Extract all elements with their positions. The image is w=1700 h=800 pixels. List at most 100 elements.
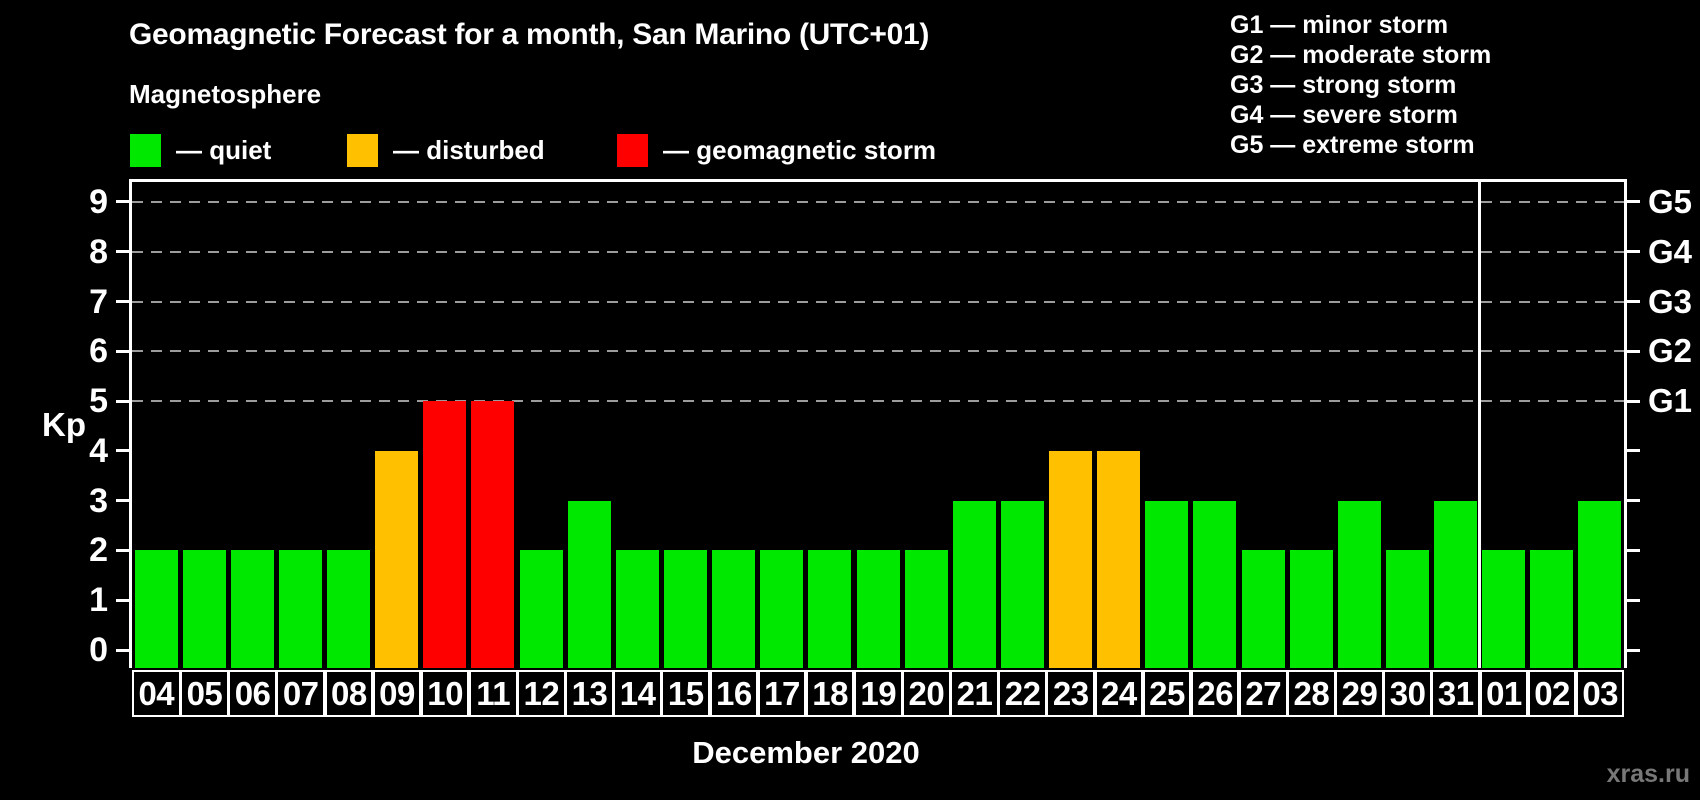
quiet-color-swatch: [130, 133, 161, 167]
chart-title: Geomagnetic Forecast for a month, San Ma…: [129, 18, 930, 51]
watermark: xras.ru: [1606, 760, 1690, 788]
bar-day-08: [327, 550, 371, 668]
y-tick-label-4: 4: [89, 431, 108, 470]
bar-day-05: [182, 550, 226, 668]
legend-item-disturbed: — disturbed: [347, 133, 545, 167]
g-legend-line-4: G4 — severe storm: [1230, 101, 1458, 129]
day-cell-21: 21: [950, 670, 999, 717]
y-tick-label-2: 2: [89, 531, 108, 570]
y-tick-7: [116, 300, 129, 304]
bar-day-23: [1049, 450, 1093, 668]
bar-day-02: [1530, 550, 1574, 668]
day-cell-01: 01: [1479, 670, 1529, 717]
right-tick-7: [1627, 300, 1640, 304]
grid-line-kp6: [132, 350, 1624, 353]
day-cell-29: 29: [1335, 670, 1384, 717]
y-tick-label-5: 5: [89, 382, 108, 421]
y-tick-0: [116, 648, 129, 652]
day-cell-22: 22: [998, 670, 1047, 717]
disturbed-color-swatch: [347, 133, 378, 167]
right-tick-3: [1627, 499, 1640, 503]
legend-label-storm: — geomagnetic storm: [663, 134, 937, 165]
g-legend-line-2: G2 — moderate storm: [1230, 41, 1492, 69]
day-cell-02: 02: [1527, 670, 1577, 717]
g-axis-label-G5: G5: [1648, 182, 1693, 220]
bar-day-26: [1193, 500, 1237, 668]
y-tick-9: [116, 200, 129, 204]
legend-label-disturbed: — disturbed: [393, 134, 545, 165]
storm-color-swatch: [617, 133, 648, 167]
x-axis-title: December 2020: [692, 735, 920, 770]
bar-day-30: [1385, 550, 1429, 668]
y-axis-title: Kp: [42, 406, 86, 443]
bar-day-11: [471, 401, 515, 668]
g-axis-label-G3: G3: [1648, 282, 1693, 320]
bar-day-13: [567, 500, 611, 668]
bar-day-03: [1578, 500, 1622, 668]
plot-frame: [129, 179, 1627, 668]
bar-day-25: [1145, 500, 1189, 668]
y-tick-4: [116, 449, 129, 453]
bar-day-28: [1289, 550, 1333, 668]
g-legend-line-3: G3 — strong storm: [1230, 71, 1457, 99]
day-cell-14: 14: [613, 670, 662, 717]
day-cell-30: 30: [1383, 670, 1432, 717]
day-cell-08: 08: [324, 670, 374, 717]
bar-day-07: [278, 550, 322, 668]
g-axis-label-G4: G4: [1648, 232, 1693, 270]
day-cell-07: 07: [276, 670, 325, 717]
day-cell-10: 10: [420, 670, 470, 717]
plot-area: [132, 182, 1624, 668]
day-cell-19: 19: [853, 670, 903, 717]
day-cell-06: 06: [228, 670, 277, 717]
bar-day-24: [1097, 450, 1141, 668]
y-tick-label-7: 7: [89, 282, 108, 321]
bar-day-29: [1337, 500, 1381, 668]
y-tick-2: [116, 548, 129, 552]
grid-line-kp8: [132, 250, 1624, 253]
right-tick-2: [1627, 548, 1640, 552]
day-cell-26: 26: [1190, 670, 1240, 717]
bar-day-22: [1000, 500, 1044, 668]
bar-day-04: [134, 550, 178, 668]
day-cell-05: 05: [180, 670, 229, 717]
bar-day-16: [712, 550, 756, 668]
bar-day-15: [663, 550, 707, 668]
y-tick-label-9: 9: [89, 182, 108, 221]
right-tick-5: [1627, 399, 1640, 403]
day-cell-25: 25: [1142, 670, 1192, 717]
day-cell-27: 27: [1238, 670, 1288, 717]
bar-day-19: [856, 550, 900, 668]
grid-line-kp5: [132, 400, 1624, 403]
right-tick-4: [1627, 449, 1640, 453]
bar-day-01: [1482, 550, 1526, 668]
day-cell-23: 23: [1046, 670, 1096, 717]
y-tick-label-3: 3: [89, 481, 108, 520]
day-cell-17: 17: [757, 670, 807, 717]
day-cell-13: 13: [565, 670, 614, 717]
day-cell-11: 11: [468, 670, 518, 717]
bar-day-17: [760, 550, 804, 668]
right-tick-6: [1627, 349, 1640, 353]
bar-day-06: [230, 550, 274, 668]
y-tick-label-8: 8: [89, 232, 108, 271]
grid-line-kp7: [132, 300, 1624, 303]
y-tick-5: [116, 399, 129, 403]
bar-day-12: [519, 550, 563, 668]
right-tick-0: [1627, 648, 1640, 652]
bar-day-27: [1241, 550, 1285, 668]
y-tick-label-1: 1: [89, 581, 108, 620]
legend-item-storm: — geomagnetic storm: [617, 133, 936, 167]
day-cell-09: 09: [372, 670, 422, 717]
right-tick-8: [1627, 250, 1640, 254]
day-cell-12: 12: [517, 670, 566, 717]
day-cell-04: 04: [132, 670, 181, 717]
month-separator-line: [1478, 182, 1482, 668]
day-cell-20: 20: [902, 670, 951, 717]
legend-item-quiet: — quiet: [130, 133, 271, 167]
day-cell-18: 18: [805, 670, 855, 717]
bar-day-09: [375, 450, 419, 668]
day-cell-03: 03: [1575, 670, 1625, 717]
day-cell-15: 15: [661, 670, 711, 717]
y-tick-3: [116, 499, 129, 503]
